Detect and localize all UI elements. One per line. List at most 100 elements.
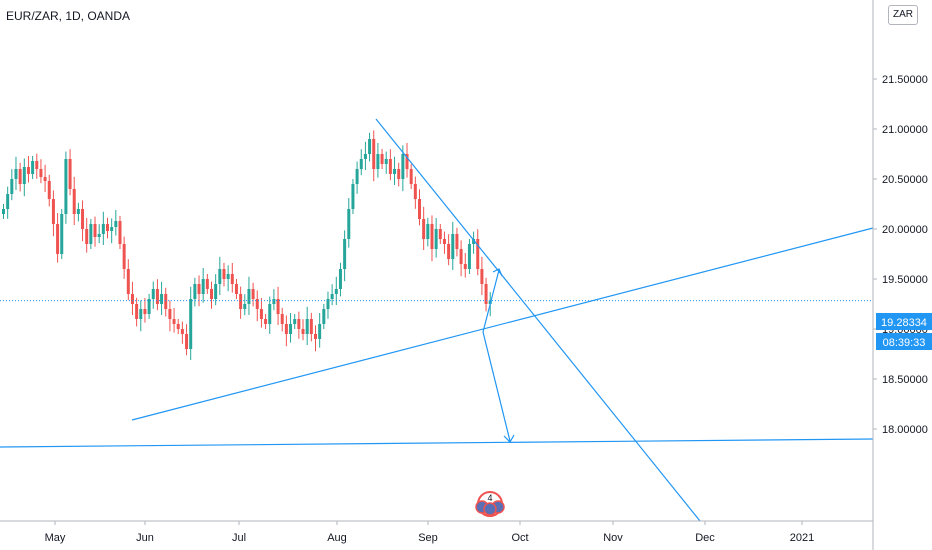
candle-body [234,284,238,294]
candle-body [255,299,259,309]
candle-body [409,169,413,184]
candle-body [168,309,172,319]
candle-body [434,229,438,249]
candle-body [343,239,347,269]
candle-body [197,284,201,294]
candle-body [359,159,363,169]
candle-body [251,289,255,299]
candle-body [210,289,213,299]
candle-body [110,227,114,231]
candle-body [201,279,205,294]
projection-arrow-down[interactable] [482,331,511,442]
candle-body [259,309,263,319]
price-axis[interactable]: 21.50000 21.00000 20.50000 20.00000 19.50000… [873,74,928,436]
candle-body [43,177,47,181]
candle-body [68,159,72,189]
arrowhead-down [503,434,515,443]
candle-body [35,161,39,169]
price-tag-value: 19.28334 [881,317,927,329]
candle-body [10,179,14,194]
candle-body [401,154,405,179]
candle-body [193,284,197,299]
candle-body [147,299,151,314]
candle-body [247,289,251,304]
candle-body [426,224,430,239]
candle-body [442,239,446,244]
candle-body [243,304,247,309]
candle-body [151,289,155,299]
candle-body [2,209,5,214]
candle-body [467,244,471,269]
candle-body [143,309,147,314]
candle-body [447,244,451,259]
candle-body [372,139,376,169]
candle-body [380,154,384,164]
candle-body [430,224,434,249]
candle-body [76,209,80,214]
candle-body [438,229,442,239]
countdown-tag-box [876,333,932,350]
time-axis-tick-label: Nov [603,532,623,544]
horizontal-support-line[interactable] [0,438,874,448]
candle-body [81,209,85,229]
candle-body [351,184,355,209]
candle-body [89,224,93,244]
price-axis-tick-label: 19.50000 [882,274,928,286]
candle-body [388,159,392,174]
candle-body [289,324,293,334]
candle-body [106,224,109,231]
candle-body [368,139,372,154]
candle-body [301,329,305,334]
time-axis-tick-label: Aug [327,532,347,544]
candle-body [22,167,26,184]
chart-symbol-title: EUR/ZAR, 1D, OANDA [6,9,131,23]
candle-body [18,169,22,184]
time-axis-tick-label: Sep [418,532,438,544]
candle-body [280,314,284,324]
candle-body [14,169,18,179]
candle-body [60,214,64,254]
descending-trendline[interactable] [375,118,701,522]
candle-body [459,249,463,264]
price-axis-tick-label: 20.00000 [882,224,928,236]
countdown-tag-value: 08:39:33 [883,337,926,349]
candle-body [264,319,268,324]
events-badge-icon[interactable]: 4 [474,490,506,518]
candle-body [180,329,184,334]
candle-body [26,167,30,174]
candle-body [189,299,193,349]
candle-body [126,269,130,294]
candle-body [297,319,301,329]
candle-body [85,229,89,244]
time-axis-tick-label: Jun [136,532,154,544]
currency-button[interactable]: ZAR [888,5,918,25]
candle-body [455,234,459,249]
candle-body [326,299,330,309]
candle-body [314,334,317,339]
time-axis-tick-label: Jul [232,532,246,544]
events-badge-count: 4 [487,493,492,503]
candle-body [418,199,421,219]
projection-arrow-up[interactable] [482,269,500,333]
candle-body [451,234,455,259]
candle-body [330,294,334,299]
time-axis-tick-label: May [45,532,66,544]
price-axis-tick-label: 20.50000 [882,174,928,186]
candle-body [164,294,168,309]
candle-body [172,319,176,324]
candle-body [39,169,43,177]
candle-body [413,184,417,199]
time-axis[interactable]: May Jun Jul Aug Sep Oct Nov Dec 2021 [45,521,815,544]
candle-body [422,219,426,239]
candle-body [293,319,297,324]
time-axis-tick-label: 2021 [790,532,814,544]
price-axis-tick-label: 21.00000 [882,124,928,136]
candle-body [484,284,488,304]
candle-body [6,194,10,209]
candle-body [376,154,380,169]
candle-body [230,274,234,284]
price-axis-tick-label: 18.00000 [882,424,928,436]
candle-body [185,334,189,349]
support-trendline[interactable] [131,227,874,421]
